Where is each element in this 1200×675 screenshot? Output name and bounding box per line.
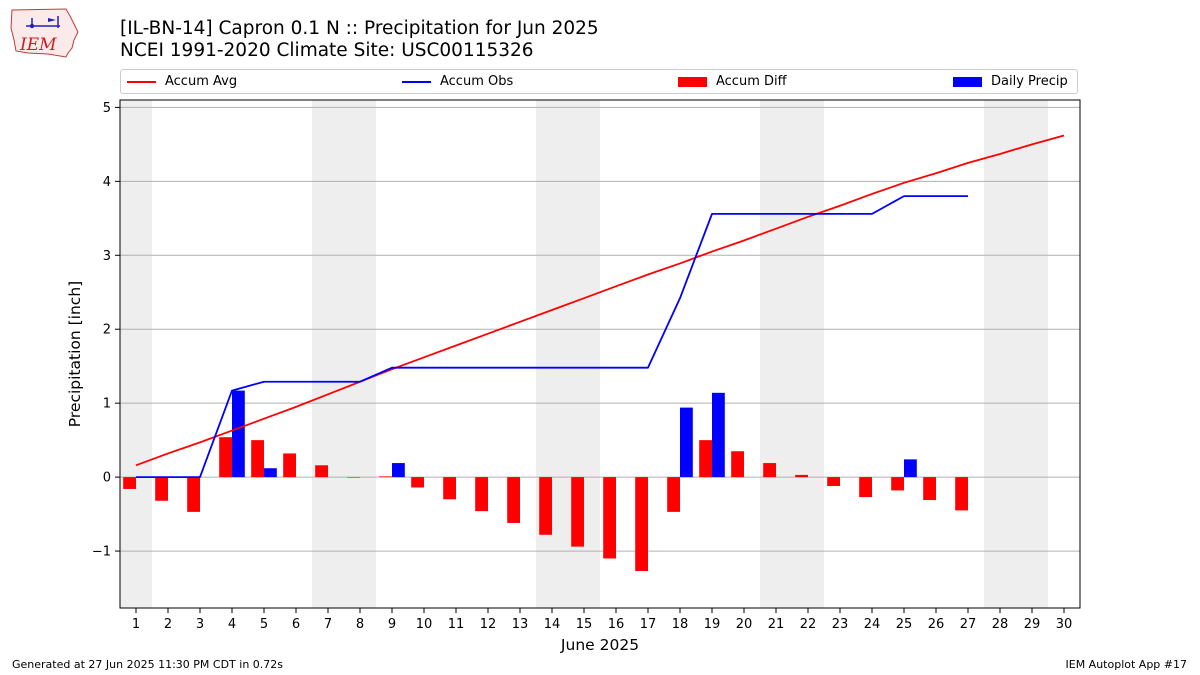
- bar-daily-precip: [680, 407, 693, 478]
- x-tick-label: 2: [164, 617, 172, 632]
- bar-accum-diff: [667, 477, 680, 512]
- legend-label-accum-avg: Accum Avg: [165, 74, 238, 89]
- line-accum-avg: [135, 134, 1065, 467]
- bar-daily-precip: [232, 390, 245, 478]
- x-tick-label: 22: [800, 617, 817, 632]
- x-axis-label: June 2025: [560, 636, 639, 654]
- x-tick-label: 11: [448, 617, 465, 632]
- y-tick-label: 1: [103, 397, 111, 412]
- x-tick-label: 28: [992, 617, 1009, 632]
- x-tick-label: 25: [896, 617, 913, 632]
- bar-accum-diff: [315, 465, 328, 478]
- x-tick-label: 14: [544, 617, 561, 632]
- bar-accum-diff: [571, 477, 584, 547]
- y-tick-label: 4: [103, 175, 111, 190]
- bar-accum-diff: [635, 477, 648, 572]
- bar-accum-diff: [763, 463, 776, 478]
- x-tick-label: 7: [324, 617, 332, 632]
- bar-accum-diff: [539, 477, 552, 535]
- footer-generated: Generated at 27 Jun 2025 11:30 PM CDT in…: [12, 658, 284, 671]
- y-tick-label: 2: [103, 323, 111, 338]
- bar-accum-diff: [827, 477, 840, 486]
- iem-logo: IEM: [10, 8, 79, 58]
- x-tick-label: 30: [1056, 617, 1073, 632]
- x-tick-label: 10: [416, 617, 433, 632]
- bar-accum-diff: [155, 477, 168, 501]
- bar-accum-diff: [251, 440, 264, 478]
- y-tick-label: 0: [103, 471, 111, 486]
- bar-daily-precip: [712, 392, 725, 478]
- bar-daily-precip: [392, 463, 405, 478]
- x-tick-label: 18: [672, 617, 689, 632]
- bar-accum-diff: [507, 477, 520, 523]
- legend-label-accum-obs: Accum Obs: [440, 74, 514, 89]
- weekend-shade: [120, 100, 152, 608]
- legend-label-accum-diff: Accum Diff: [716, 74, 787, 89]
- x-tick-label: 26: [928, 617, 945, 632]
- x-tick-label: 29: [1024, 617, 1041, 632]
- x-tick-label: 1: [132, 617, 140, 632]
- y-axis-label: Precipitation [inch]: [66, 281, 84, 427]
- legend-item-accum-obs: Accum Obs: [402, 70, 513, 93]
- y-tick-label: −1: [92, 545, 111, 560]
- line-accum-obs: [136, 195, 968, 479]
- legend-item-accum-avg: Accum Avg: [127, 70, 237, 93]
- bar-accum-diff: [603, 477, 616, 559]
- chart-subtitle: NCEI 1991-2020 Climate Site: USC00115326: [120, 40, 534, 61]
- y-tick-label: 5: [103, 101, 111, 116]
- bar-accum-diff: [219, 437, 232, 478]
- x-tick-label: 5: [260, 617, 268, 632]
- bar-accum-diff: [411, 477, 424, 488]
- x-tick-label: 8: [356, 617, 364, 632]
- bar-accum-diff: [891, 477, 904, 491]
- bar-accum-diff: [923, 477, 936, 501]
- chart-title: [IL-BN-14] Capron 0.1 N :: Precipitation…: [120, 18, 599, 39]
- bar-accum-diff: [443, 477, 456, 500]
- bar-accum-diff: [379, 476, 392, 478]
- x-tick-label: 27: [960, 617, 977, 632]
- legend-item-daily-precip: Daily Precip: [953, 70, 1068, 93]
- legend-swatch-accum-diff: [678, 76, 707, 87]
- bar-accum-diff: [187, 477, 200, 512]
- weekend-shade: [760, 100, 824, 608]
- x-tick-label: 12: [480, 617, 497, 632]
- x-tick-label: 4: [228, 617, 236, 632]
- x-tick-label: 6: [292, 617, 300, 632]
- x-tick-label: 9: [388, 617, 396, 632]
- bar-accum-diff: [795, 474, 808, 478]
- y-tick-label: 3: [103, 249, 111, 264]
- bar-accum-diff: [347, 477, 360, 478]
- legend: Accum Avg Accum Obs Accum Diff Daily Pre…: [120, 69, 1078, 94]
- bar-daily-precip: [904, 459, 917, 478]
- logo-text: IEM: [19, 35, 57, 55]
- x-tick-label: 17: [640, 617, 657, 632]
- legend-swatch-daily-precip: [953, 76, 982, 87]
- bar-accum-diff: [283, 453, 296, 478]
- bar-accum-diff: [731, 451, 744, 478]
- x-tick-label: 16: [608, 617, 625, 632]
- footer-app: IEM Autoplot App #17: [1065, 658, 1188, 671]
- x-tick-label: 24: [864, 617, 881, 632]
- weekend-shade: [312, 100, 376, 608]
- x-tick-label: 19: [704, 617, 721, 632]
- legend-swatch-accum-avg: [127, 80, 156, 83]
- x-tick-label: 20: [736, 617, 753, 632]
- legend-swatch-accum-obs: [402, 80, 431, 83]
- x-tick-label: 3: [196, 617, 204, 632]
- x-tick-label: 13: [512, 617, 529, 632]
- bar-accum-diff: [123, 477, 136, 489]
- bar-accum-diff: [699, 440, 712, 478]
- bar-accum-diff: [475, 477, 488, 512]
- x-tick-label: 21: [768, 617, 785, 632]
- bar-accum-diff: [955, 477, 968, 511]
- x-tick-label: 15: [576, 617, 593, 632]
- legend-item-accum-diff: Accum Diff: [678, 70, 787, 93]
- bar-accum-diff: [859, 477, 872, 498]
- weekend-shade: [984, 100, 1048, 608]
- x-tick-label: 23: [832, 617, 849, 632]
- legend-label-daily-precip: Daily Precip: [991, 74, 1068, 89]
- bar-daily-precip: [264, 468, 277, 478]
- plot-frame: [119, 99, 1081, 609]
